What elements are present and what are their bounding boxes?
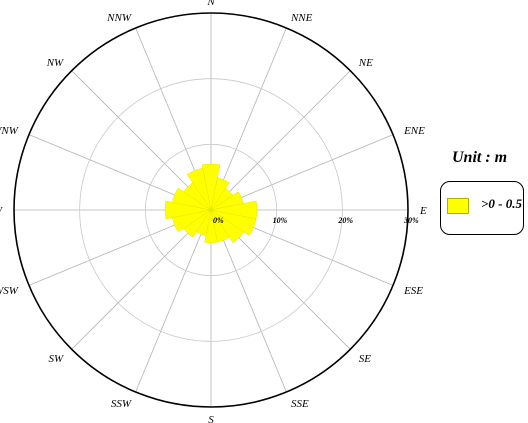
- legend: >0 - 0.5: [440, 181, 524, 235]
- bar-w: [164, 200, 212, 220]
- radial-tick-label: 0%: [213, 216, 224, 225]
- legend-title: Unit : m: [452, 149, 508, 166]
- direction-label-sw: SW: [49, 353, 65, 365]
- direction-label-e: E: [419, 205, 427, 217]
- spoke-ne: [210, 70, 351, 211]
- bar-ese: [210, 209, 257, 236]
- direction-label-nne: NNE: [290, 12, 313, 24]
- direction-label-nw: NW: [46, 57, 64, 69]
- direction-label-wnw: WNW: [0, 125, 19, 137]
- direction-label-ene: ENE: [403, 125, 425, 137]
- direction-label-ssw: SSW: [111, 398, 132, 410]
- direction-label-w: W: [0, 205, 3, 217]
- direction-label-se: SE: [359, 353, 372, 365]
- radial-tick-label: 30%: [403, 216, 419, 225]
- bar-n: [201, 163, 221, 211]
- ring-10: [144, 143, 278, 277]
- outer-ring: [13, 12, 409, 408]
- axis-labels: N NNE NE ENE E ESE SE SSE S SSW SW WSW W WNW NW NNW 0% 10…: [0, 0, 427, 423]
- radial-tick-label: 10%: [273, 216, 288, 225]
- bar-nne: [210, 177, 230, 211]
- legend-entry-label: >0 - 0.5: [481, 196, 522, 211]
- direction-label-ne: NE: [358, 57, 373, 69]
- direction-label-n: N: [206, 0, 215, 8]
- bar-se: [210, 209, 245, 244]
- direction-label-s: S: [208, 414, 214, 423]
- bar-s: [204, 209, 218, 244]
- direction-label-ese: ESE: [403, 285, 423, 297]
- legend-swatch: [447, 198, 469, 214]
- rose-bars: [164, 163, 258, 244]
- direction-label-sse: SSE: [291, 398, 309, 410]
- bar-nnw: [186, 167, 212, 211]
- bar-wnw: [172, 187, 212, 211]
- direction-label-nnw: NNW: [106, 12, 132, 24]
- spoke-ssw: [135, 209, 212, 393]
- direction-label-wsw: WSW: [0, 285, 19, 297]
- radial-tick-label: 20%: [337, 216, 353, 225]
- ring-20: [79, 78, 343, 342]
